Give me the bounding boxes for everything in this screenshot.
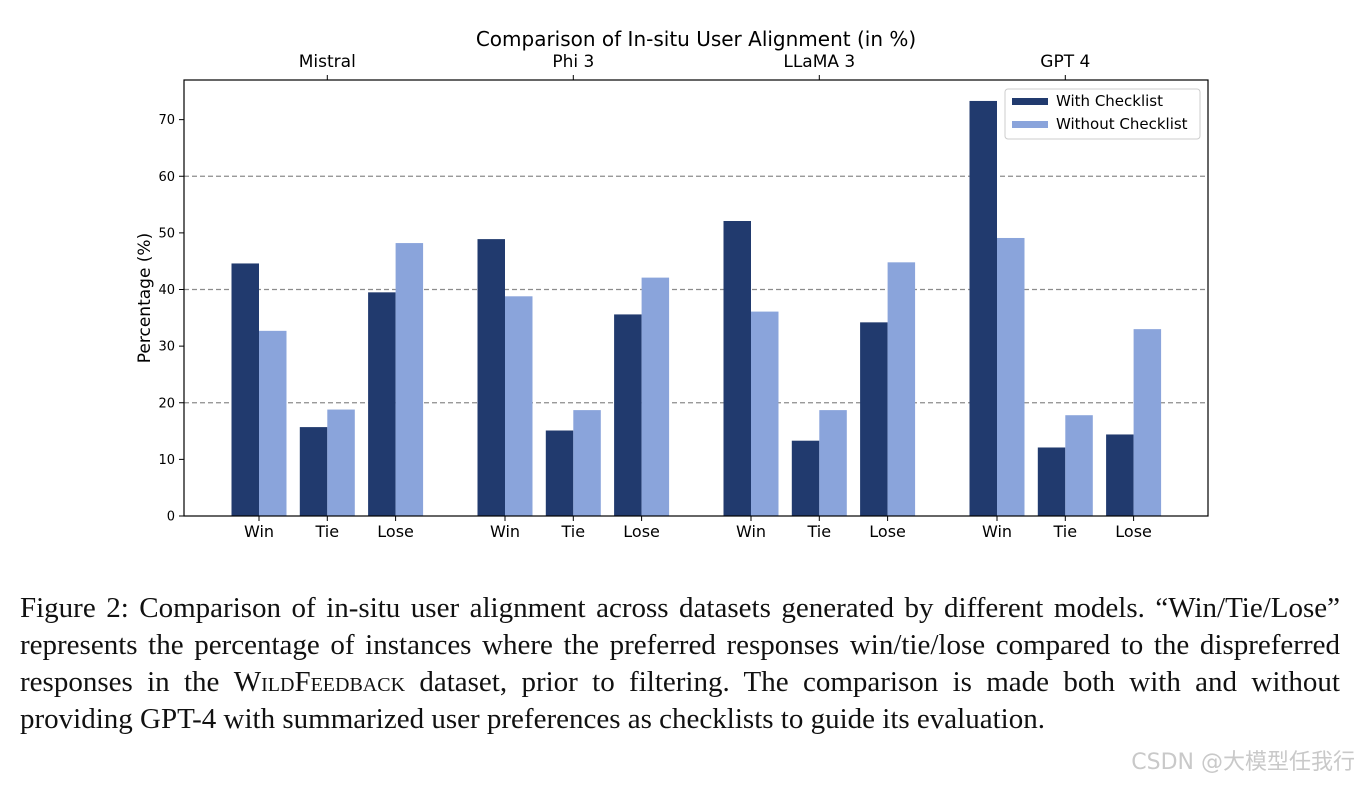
y-tick-label: 60: [158, 170, 175, 185]
bar-with-checklist: [299, 427, 328, 516]
figure-caption: Figure 2: Comparison of in-situ user ali…: [20, 590, 1340, 738]
legend-swatch: [1012, 98, 1048, 105]
x-tick-label: Lose: [1115, 522, 1152, 541]
bar-with-checklist: [791, 440, 820, 516]
bar-without-checklist: [997, 237, 1025, 516]
y-axis-label: Percentage (%): [135, 233, 155, 363]
y-tick-label: 70: [158, 113, 175, 128]
bar-without-checklist: [751, 311, 779, 516]
bar-chart: 0 10 20 30 40 50 60 70 Win Tie Lose Win Tie Lose Win Ti…: [135, 27, 1209, 541]
x-tick-label: Tie: [561, 522, 586, 541]
bar-without-checklist: [1133, 329, 1162, 516]
bar-with-checklist: [969, 100, 997, 516]
bar-with-checklist: [1037, 447, 1066, 516]
x-tick-label: Lose: [869, 522, 906, 541]
bar-without-checklist: [819, 410, 847, 516]
legend-label: Without Checklist: [1056, 115, 1188, 133]
x-tick-label: Lose: [377, 522, 414, 541]
bar-with-checklist: [477, 239, 505, 516]
bar-with-checklist: [723, 220, 751, 517]
bar-with-checklist: [545, 430, 574, 516]
bar-without-checklist: [887, 262, 916, 516]
bar-without-checklist: [1065, 415, 1093, 516]
x-tick-label: Lose: [623, 522, 660, 541]
bar-with-checklist: [368, 292, 396, 516]
x-tick-label: Tie: [1053, 522, 1078, 541]
bar-without-checklist: [573, 410, 601, 516]
chart-container: 0 10 20 30 40 50 60 70 Win Tie Lose Win Tie Lose Win Ti…: [135, 27, 1209, 541]
legend-box: [1004, 88, 1201, 140]
y-tick-label: 50: [158, 226, 175, 241]
bar-with-checklist: [231, 263, 259, 516]
chart-title: Comparison of In-situ User Alignment (in…: [476, 27, 916, 51]
y-tick-label: 0: [167, 510, 175, 525]
plot-frame: [183, 79, 1209, 517]
legend-label: With Checklist: [1056, 92, 1163, 110]
y-tick-label: 20: [158, 396, 175, 411]
x-tick-label: Win: [490, 522, 520, 541]
caption-text-part2: dataset, prior to filtering. The compari…: [20, 666, 1340, 735]
watermark: CSDN @大模型任我行: [1131, 750, 1355, 775]
group-label: Mistral: [299, 52, 356, 72]
legend-swatch: [1012, 121, 1048, 128]
bar-without-checklist: [395, 243, 424, 516]
caption-dataset-name: WildFeedback: [233, 666, 406, 698]
y-tick-label: 40: [158, 283, 175, 298]
group-label: GPT 4: [1040, 52, 1090, 72]
x-tick-label: Win: [982, 522, 1012, 541]
caption-text-part1: Figure 2: Comparison of in-situ user ali…: [20, 592, 1340, 698]
x-tick-label: Win: [244, 522, 274, 541]
group-label: Phi 3: [552, 52, 594, 72]
bar-without-checklist: [259, 330, 287, 516]
bar-with-checklist: [1106, 434, 1134, 516]
group-label: LLaMA 3: [783, 52, 855, 72]
x-tick-label: Win: [736, 522, 766, 541]
bar-without-checklist: [505, 296, 533, 516]
x-tick-label: Tie: [315, 522, 340, 541]
x-tick-label: Tie: [807, 522, 832, 541]
bar-with-checklist: [860, 322, 888, 516]
y-tick-label: 10: [158, 453, 175, 468]
bar-without-checklist: [327, 409, 355, 516]
bar-with-checklist: [614, 314, 642, 516]
bar-without-checklist: [641, 277, 670, 516]
y-tick-label: 30: [158, 340, 175, 355]
